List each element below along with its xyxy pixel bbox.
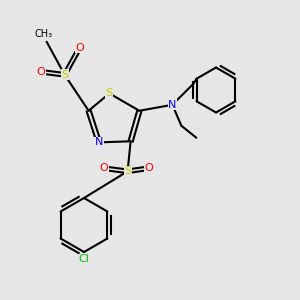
Text: CH₃: CH₃ <box>34 29 53 39</box>
Text: O: O <box>144 163 153 173</box>
Text: N: N <box>168 100 177 110</box>
Text: Cl: Cl <box>79 254 89 265</box>
Text: O: O <box>75 43 84 53</box>
Text: O: O <box>99 163 108 173</box>
Text: S: S <box>124 166 131 176</box>
Text: S: S <box>106 88 113 98</box>
Text: S: S <box>61 70 68 80</box>
Text: N: N <box>95 137 103 147</box>
Text: O: O <box>36 67 45 77</box>
